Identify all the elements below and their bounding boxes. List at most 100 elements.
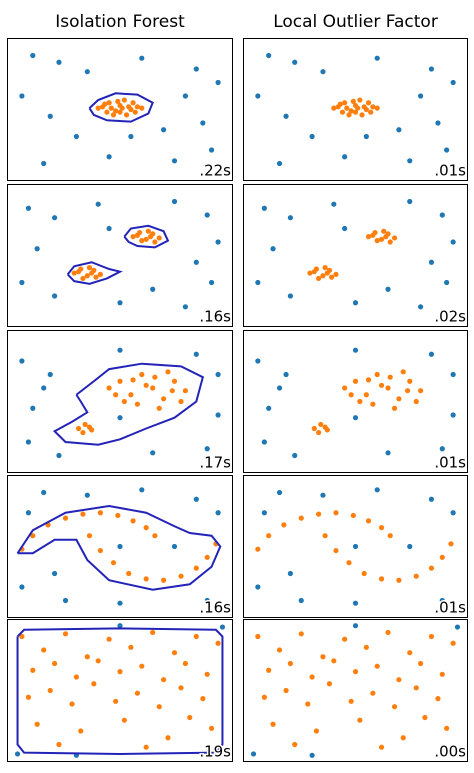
point: [407, 158, 413, 164]
point: [413, 398, 419, 405]
point: [344, 105, 350, 111]
point: [34, 721, 40, 727]
point: [342, 154, 348, 160]
point: [193, 565, 199, 571]
point: [391, 235, 398, 241]
point: [307, 270, 313, 276]
point: [270, 246, 276, 252]
point: [115, 512, 121, 519]
point: [435, 696, 441, 702]
point: [342, 100, 348, 106]
point: [71, 270, 77, 276]
point: [34, 246, 40, 252]
point: [25, 205, 32, 211]
point: [215, 239, 221, 245]
point: [84, 69, 90, 75]
panel: .00s: [243, 619, 468, 762]
point: [134, 401, 141, 407]
point: [130, 234, 136, 240]
point: [450, 239, 456, 245]
point: [115, 98, 121, 104]
point: [348, 698, 354, 704]
plot-area: [255, 347, 456, 459]
point: [215, 412, 221, 418]
time-label: .00s: [434, 743, 466, 761]
point: [41, 489, 47, 496]
point: [378, 236, 385, 242]
point: [365, 234, 372, 240]
panel: .01s: [243, 330, 468, 473]
point: [418, 388, 424, 394]
point: [326, 681, 333, 687]
panel: .16s: [7, 184, 233, 327]
point: [261, 510, 267, 516]
point: [365, 377, 372, 383]
point: [309, 752, 315, 758]
point: [56, 452, 62, 459]
point: [370, 232, 376, 238]
point: [305, 701, 311, 707]
point: [73, 133, 79, 140]
point: [156, 405, 162, 411]
point: [121, 717, 127, 723]
point: [171, 198, 178, 205]
point: [387, 239, 393, 245]
point: [439, 212, 445, 218]
point: [439, 597, 445, 604]
point: [134, 232, 141, 238]
decision-boundary: [66, 261, 123, 285]
point: [407, 543, 413, 550]
point: [110, 112, 117, 118]
point: [187, 714, 193, 721]
plot-area: [255, 52, 456, 167]
point: [348, 108, 354, 114]
point: [84, 492, 90, 498]
point: [339, 109, 346, 115]
panel-title: Isolation Forest: [55, 12, 185, 32]
point: [117, 347, 123, 353]
point: [352, 415, 359, 421]
point: [450, 371, 456, 378]
point: [52, 293, 58, 299]
point: [357, 398, 363, 405]
point: [152, 239, 158, 245]
point: [320, 654, 326, 660]
point: [316, 429, 322, 436]
point: [448, 541, 454, 547]
time-label: .16s: [199, 599, 231, 617]
point: [134, 690, 141, 696]
point: [130, 100, 136, 106]
point: [374, 663, 380, 669]
point: [385, 286, 391, 292]
point: [322, 265, 328, 271]
point: [320, 69, 326, 75]
point: [161, 677, 167, 683]
point: [132, 109, 138, 115]
point: [215, 640, 221, 646]
point: [374, 55, 380, 61]
plot-area: [19, 52, 221, 167]
point: [352, 623, 359, 629]
point: [161, 577, 167, 583]
point: [19, 358, 25, 364]
point: [178, 398, 184, 405]
point: [150, 385, 156, 391]
point: [171, 543, 178, 550]
point: [128, 133, 134, 140]
point: [396, 127, 402, 133]
point: [418, 304, 424, 310]
point: [266, 533, 272, 539]
point: [102, 101, 108, 107]
point: [391, 405, 398, 411]
point: [261, 439, 267, 445]
point: [342, 225, 348, 232]
point: [106, 100, 112, 106]
point: [428, 565, 435, 571]
time-label: .01s: [434, 454, 466, 472]
point: [313, 728, 320, 734]
point: [352, 109, 359, 115]
point: [287, 293, 293, 299]
panel: .01s: [243, 475, 468, 618]
point: [331, 658, 337, 664]
point: [126, 104, 132, 110]
